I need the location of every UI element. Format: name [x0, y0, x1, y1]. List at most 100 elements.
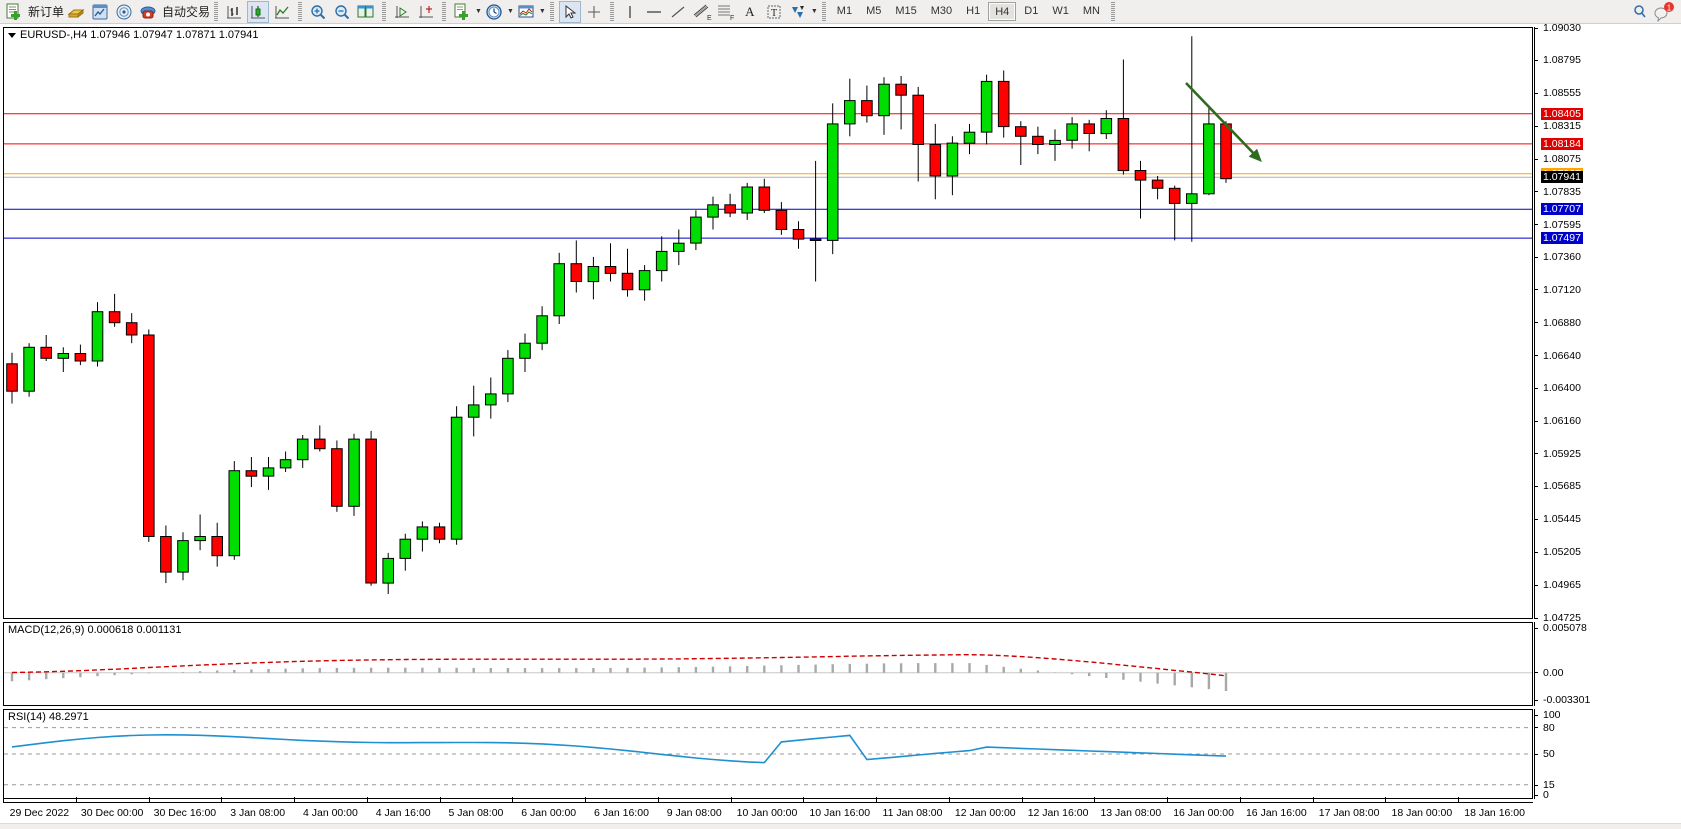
arrow-cursor-icon: [565, 4, 577, 19]
time-axis[interactable]: 29 Dec 2022 30 Dec 00:00 30 Dec 16:00 3 Jan…: [3, 797, 1533, 829]
svg-text:F: F: [730, 15, 734, 21]
time-axis-label: 6 Jan 00:00: [521, 807, 577, 819]
horizontal-line-icon: [646, 10, 661, 13]
cursor-tool[interactable]: [558, 0, 581, 23]
auto-scroll-button[interactable]: [391, 1, 413, 23]
time-axis-separator: [1385, 797, 1387, 803]
time-axis-separator: [730, 797, 732, 803]
market-watch-button[interactable]: [65, 1, 87, 23]
chevron-down-icon[interactable]: ▼: [506, 8, 514, 15]
price-tick-label: 1.07497: [1541, 232, 1583, 245]
candlestick-chart-button[interactable]: [247, 0, 270, 23]
candle-body: [228, 470, 241, 557]
tile-windows-button[interactable]: [355, 1, 377, 23]
period-button[interactable]: [483, 1, 505, 23]
horizontal-line-tool[interactable]: [643, 1, 665, 23]
macd-pane[interactable]: MACD(12,26,9) 0.000618 0.001131: [3, 622, 1533, 706]
time-axis-separator: [948, 797, 950, 803]
channel-e-icon: E: [693, 4, 712, 21]
crosshair-icon: [587, 5, 600, 18]
zoom-in-button[interactable]: [307, 1, 329, 23]
tile-windows-icon: [357, 5, 374, 17]
timeframe-d1[interactable]: D1: [1018, 2, 1044, 21]
price-tick-label: 1.07595: [1543, 218, 1581, 231]
autoscroll-icon: [395, 5, 410, 18]
candle-body: [382, 557, 394, 584]
candle-body: [1186, 193, 1198, 204]
chevron-down-icon[interactable]: ▼: [475, 8, 482, 15]
tf-label: H1: [966, 5, 981, 17]
arrows-tool[interactable]: [787, 1, 809, 23]
candle-body: [1134, 170, 1147, 181]
rsi-pane[interactable]: RSI(14) 48.2971: [3, 709, 1533, 799]
fibonacci-tool[interactable]: F: [715, 1, 737, 23]
axis-tick-mark: [1534, 191, 1538, 193]
chart-menu-caret-icon[interactable]: [8, 32, 16, 38]
timeframe-m15[interactable]: M15: [889, 2, 922, 21]
vertical-line-tool[interactable]: [619, 1, 641, 23]
rsi-plot: [4, 727, 1532, 786]
price-tick-1-05445: 1.05445: [1534, 513, 1583, 525]
new-order-button[interactable]: [3, 1, 25, 23]
data-window-button[interactable]: [89, 1, 111, 23]
time-axis-label: 12 Jan 16:00: [1027, 807, 1089, 819]
candle-body: [690, 216, 702, 244]
timeframe-h1[interactable]: H1: [960, 2, 986, 21]
candle-body: [365, 438, 377, 584]
axis-tick-mark: [1534, 453, 1538, 455]
time-axis-label: 9 Jan 08:00: [666, 807, 722, 819]
toolbar-separator: [609, 1, 614, 22]
timeframe-m30[interactable]: M30: [925, 2, 958, 21]
autotrade-button[interactable]: [137, 1, 159, 23]
chevron-down-icon[interactable]: ▼: [810, 8, 818, 15]
trendline-tool[interactable]: [667, 1, 689, 23]
rsi-tick-text: 15: [1543, 778, 1555, 791]
price-chart-pane[interactable]: EURUSD-,H4 1.07946 1.07947 1.07871 1.079…: [3, 27, 1533, 619]
time-axis-separator: [876, 797, 878, 803]
indicators-button[interactable]: [515, 1, 537, 23]
equidistant-channel-tool[interactable]: E: [691, 1, 713, 23]
chevron-down-icon[interactable]: ▼: [538, 8, 546, 15]
rsi-tick-text: 0: [1543, 789, 1549, 801]
bar-chart-button[interactable]: [223, 1, 245, 23]
timeframe-h4[interactable]: H4: [988, 2, 1017, 21]
notification-button[interactable]: 1: [1653, 1, 1675, 23]
time-axis-label: 10 Jan 00:00: [736, 807, 798, 819]
zoom-out-button[interactable]: [331, 1, 353, 23]
candle-body: [724, 204, 736, 214]
text-tool[interactable]: A: [739, 1, 761, 23]
time-axis-separator: [221, 797, 223, 803]
axis-tick-mark: [1534, 753, 1538, 755]
candlestick-plot: [4, 36, 1532, 594]
candle-body: [143, 334, 155, 537]
price-tick-1-05205: 1.05205: [1534, 546, 1583, 558]
price-tick-1-04965: 1.04965: [1534, 579, 1583, 591]
navigator-button[interactable]: [113, 1, 135, 23]
timeframe-mn[interactable]: MN: [1077, 2, 1106, 21]
candle-body: [570, 263, 583, 282]
candle-body: [826, 123, 839, 241]
toolbar-separator: [214, 1, 219, 22]
label-tool[interactable]: T: [763, 1, 785, 23]
trendline-icon: [671, 6, 685, 17]
candle-body: [1100, 118, 1113, 135]
search-button[interactable]: [1629, 1, 1651, 23]
timeframe-m1[interactable]: M1: [831, 2, 858, 21]
price-scale[interactable]: 1.09030 1.08795 1.08555 1.08405 1.08315 1.081…: [1534, 22, 1681, 624]
time-axis-label: 10 Jan 16:00: [809, 807, 871, 819]
candlestick-icon: [251, 5, 266, 18]
timeframe-w1[interactable]: W1: [1046, 2, 1075, 21]
line-chart-button[interactable]: [271, 1, 293, 23]
candle-body: [416, 526, 429, 540]
new-template-button[interactable]: [451, 1, 473, 23]
price-tick-1-08405: 1.08405: [1534, 107, 1583, 120]
chart-shift-button[interactable]: [415, 1, 437, 23]
crosshair-tool[interactable]: [583, 1, 605, 23]
price-tick-1-06880: 1.06880: [1534, 317, 1583, 329]
time-axis-separator: [148, 797, 150, 803]
candle-body: [929, 144, 942, 177]
tf-label: W1: [1052, 5, 1069, 17]
timeframe-m5[interactable]: M5: [860, 2, 887, 21]
rsi-tick-label: 15: [1534, 779, 1557, 791]
candle-body: [1083, 123, 1096, 135]
